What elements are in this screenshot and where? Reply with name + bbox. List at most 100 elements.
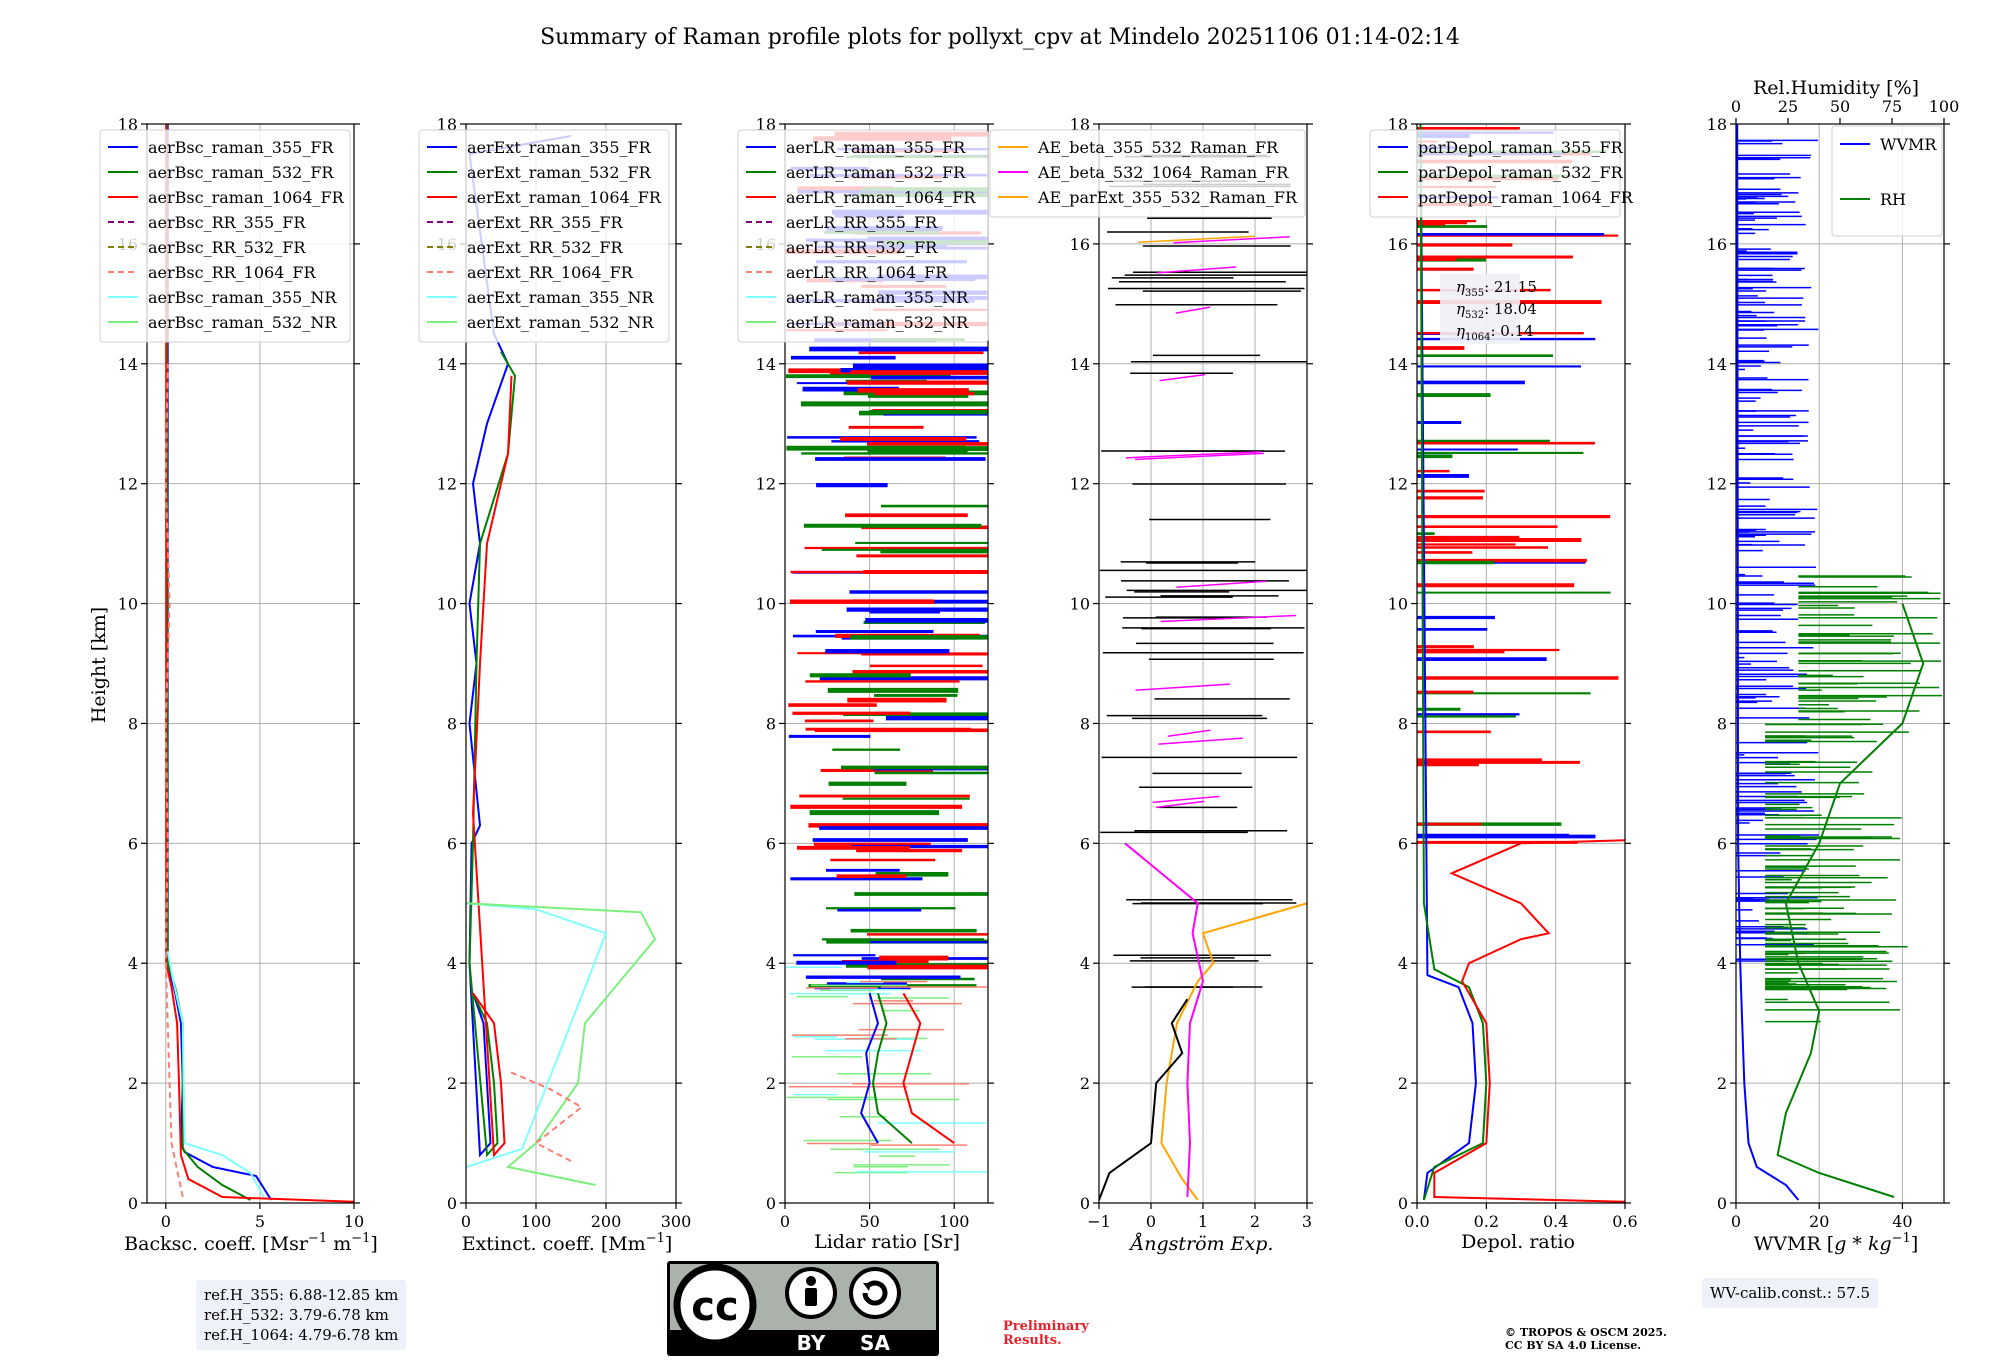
figure-title: Summary of Raman profile plots for polly… [540,25,1460,50]
y-tick-label: 6 [1717,834,1727,853]
legend-label: aerExt_RR_1064_FR [467,263,634,282]
legend: AE_beta_355_532_Raman_FR AE_beta_532_1064… [989,129,1306,218]
x-tick-label: 0 [161,1212,171,1231]
top-tick-label: 75 [1882,97,1902,116]
series-aerBsc_raman_355_NR [166,951,265,1198]
legend-label: AE_beta_532_1064_Raman_FR [1037,163,1289,182]
x-tick-label: 40 [1892,1212,1912,1231]
y-tick-label: 6 [447,834,457,853]
legend-label: aerExt_raman_532_NR [467,313,655,332]
y-tick-label: 16 [1707,235,1727,254]
y-tick-label: 12 [1388,475,1408,494]
legend-label: aerBsc_raman_355_NR [148,288,337,307]
y-tick-label: 2 [128,1074,138,1093]
legend-label: aerBsc_raman_355_FR [148,138,334,157]
x-tick-label: −1 [1087,1212,1111,1231]
y-tick-label: 16 [1070,235,1090,254]
y-tick-label: 6 [1080,834,1090,853]
y-tick-label: 8 [447,714,457,733]
svg-text:η1064: 0.14: η1064: 0.14 [1456,322,1534,343]
legend-label: aerBsc_RR_355_FR [148,213,306,232]
y-tick-label: 10 [756,595,776,614]
series-parDepol_raman_1064_FR [1433,839,1625,1203]
series-aerLR_raman_1064_FR [902,992,955,1144]
axes-frame [1416,123,1626,1204]
legend-label: aerBsc_RR_1064_FR [148,263,317,282]
legend-label: parDepol_raman_1064_FR [1418,188,1634,207]
x-tick-label: 20 [1809,1212,1829,1231]
legend-label: aerExt_raman_1064_FR [467,188,662,207]
plot-area [1099,154,1307,1201]
angstrom-trace [1155,800,1205,809]
lidar-ratio-xlabel: Lidar ratio [Sr] [814,1231,960,1253]
y-tick-label: 6 [128,834,138,853]
angstrom-trace [1156,266,1237,274]
legend: aerBsc_raman_355_FR aerBsc_raman_532_FRae… [99,129,351,343]
legend-label: aerLR_raman_1064_FR [786,188,976,207]
y-tick-label: 2 [1717,1074,1727,1093]
y-tick-label: 2 [1080,1074,1090,1093]
ref-height-1064: ref.H_1064: 4.79-6.78 km [204,1326,399,1344]
angstrom-trace [1176,580,1267,588]
x-tick-label: 0 [780,1212,790,1231]
plot-area [164,124,354,1203]
y-tick-label: 0 [1398,1194,1408,1213]
x-tick-label: 10 [344,1212,364,1231]
share-alike-icon [849,1267,901,1319]
legend-label: aerLR_raman_532_NR [786,313,969,332]
x-tick-label: 100 [939,1212,970,1231]
y-tick-label: 10 [1070,595,1090,614]
top-tick-label: 25 [1778,97,1798,116]
series-aerExt_RR_1064_FR [507,1070,584,1162]
legend-label: aerLR_RR_532_FR [786,238,938,257]
y-tick-label: 18 [1070,115,1090,134]
axes-frame [465,123,677,1204]
legend-label: parDepol_raman_532_FR [1418,163,1624,182]
legend-frame [1831,125,1943,237]
angstrom-trace [1135,683,1230,691]
x-tick-label: 0.6 [1612,1212,1637,1231]
series-aerExt_raman_355_NR [466,902,608,1168]
cc-by-sa-badge: cc BY SA [667,1261,939,1356]
y-tick-label: 0 [1080,1194,1090,1213]
series-WVMR [1736,124,1800,1201]
y-tick-label: 12 [756,475,776,494]
y-tick-label: 18 [118,115,138,134]
panel-3: 024681012141618050100aerLR_raman_355_FRa… [737,115,994,1231]
wv-calibration-box: WV-calib.const.: 57.5 [1702,1278,1879,1308]
legend-label: aerExt_RR_532_FR [467,238,624,257]
legend-label: aerBsc_raman_532_NR [148,313,337,332]
x-tick-label: 50 [859,1212,879,1231]
x-tick-label: 100 [521,1212,552,1231]
y-tick-label: 0 [447,1194,457,1213]
depol-eta-annotation: η355: 21.15 η532: 18.04 η1064: 0.14 [1440,274,1537,344]
series-AE_beta_532_1064_Raman_FR [1124,842,1205,1198]
ref-height-355: ref.H_355: 6.88-12.85 km [204,1286,399,1304]
series-aerBsc_raman_1064_FR [165,124,354,1203]
y-tick-label: 8 [766,714,776,733]
y-tick-label: 14 [1388,355,1408,374]
legend: aerExt_raman_355_FR aerExt_raman_532_FRae… [418,129,670,343]
legend-label: aerLR_raman_355_FR [786,138,966,157]
plot-area [1736,124,1943,1201]
panel-5: 0 2 4 6 8 10 12 14 16 18 0.0 0.2 0.4 0.6 parDepol_rama… [1369,115,1638,1231]
series-aerBsc_RR_1064_FR [164,363,184,1198]
svg-text:BY: BY [797,1331,826,1355]
backsc-xlabel: Backsc. coeff. [Msr−1 m−1] [124,1231,378,1255]
x-tick-label: 3 [1302,1212,1312,1231]
legend: WVMR RH [1831,125,1943,237]
y-tick-label: 10 [1388,595,1408,614]
angstrom-trace [1125,451,1261,459]
y-tick-label: 2 [766,1074,776,1093]
y-tick-label: 12 [118,475,138,494]
y-tick-label: 14 [1070,355,1090,374]
angstrom-trace [1158,737,1243,745]
y-tick-label: 14 [756,355,776,374]
legend-label: aerLR_raman_355_NR [786,288,969,307]
svg-text:η532: 18.04: η532: 18.04 [1456,300,1537,321]
y-tick-label: 0 [766,1194,776,1213]
y-tick-label: 10 [118,595,138,614]
legend-label: WVMR [1880,135,1937,154]
